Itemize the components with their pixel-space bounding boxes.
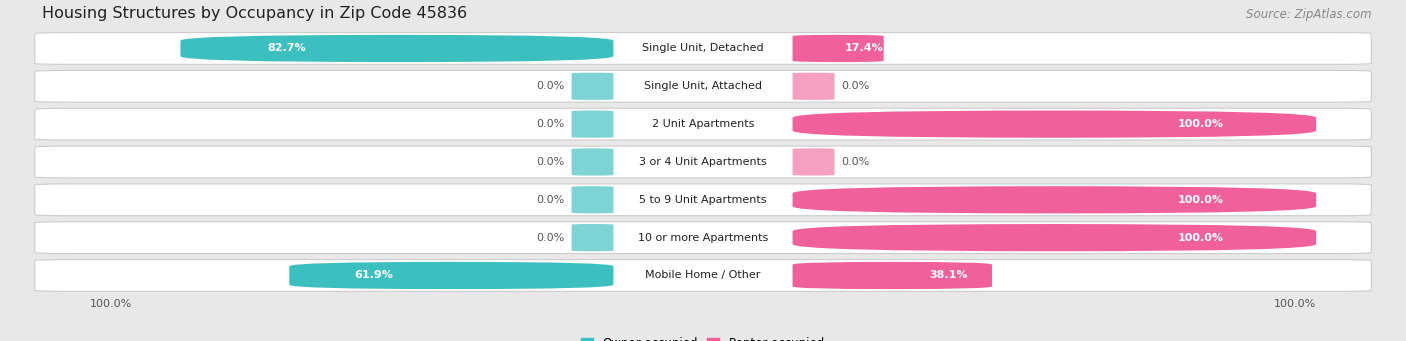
- FancyBboxPatch shape: [572, 186, 613, 213]
- FancyBboxPatch shape: [35, 184, 1371, 216]
- Text: 0.0%: 0.0%: [537, 195, 565, 205]
- Text: 100.0%: 100.0%: [1178, 233, 1225, 243]
- Text: Single Unit, Detached: Single Unit, Detached: [643, 43, 763, 54]
- FancyBboxPatch shape: [290, 262, 613, 289]
- FancyBboxPatch shape: [572, 148, 613, 176]
- Text: 5 to 9 Unit Apartments: 5 to 9 Unit Apartments: [640, 195, 766, 205]
- FancyBboxPatch shape: [35, 108, 1371, 140]
- FancyBboxPatch shape: [35, 70, 1371, 102]
- FancyBboxPatch shape: [793, 73, 834, 100]
- Text: 100.0%: 100.0%: [1178, 195, 1225, 205]
- FancyBboxPatch shape: [35, 260, 1371, 291]
- FancyBboxPatch shape: [35, 222, 1371, 254]
- Text: 0.0%: 0.0%: [537, 81, 565, 91]
- Legend: Owner-occupied, Renter-occupied: Owner-occupied, Renter-occupied: [576, 332, 830, 341]
- Text: 38.1%: 38.1%: [929, 270, 967, 281]
- Text: 82.7%: 82.7%: [267, 43, 305, 54]
- FancyBboxPatch shape: [572, 73, 613, 100]
- Text: 0.0%: 0.0%: [537, 233, 565, 243]
- Text: 61.9%: 61.9%: [354, 270, 394, 281]
- FancyBboxPatch shape: [793, 35, 883, 62]
- FancyBboxPatch shape: [793, 262, 993, 289]
- FancyBboxPatch shape: [793, 110, 1316, 138]
- FancyBboxPatch shape: [572, 224, 613, 251]
- Text: 100.0%: 100.0%: [1274, 299, 1316, 309]
- FancyBboxPatch shape: [180, 35, 613, 62]
- Text: Source: ZipAtlas.com: Source: ZipAtlas.com: [1246, 8, 1371, 21]
- Text: 0.0%: 0.0%: [537, 157, 565, 167]
- Text: 0.0%: 0.0%: [841, 157, 869, 167]
- Text: Housing Structures by Occupancy in Zip Code 45836: Housing Structures by Occupancy in Zip C…: [42, 6, 467, 21]
- Text: 0.0%: 0.0%: [841, 81, 869, 91]
- Text: Mobile Home / Other: Mobile Home / Other: [645, 270, 761, 281]
- Text: 10 or more Apartments: 10 or more Apartments: [638, 233, 768, 243]
- FancyBboxPatch shape: [793, 224, 1316, 251]
- Text: 3 or 4 Unit Apartments: 3 or 4 Unit Apartments: [640, 157, 766, 167]
- Text: 0.0%: 0.0%: [537, 119, 565, 129]
- FancyBboxPatch shape: [35, 33, 1371, 64]
- FancyBboxPatch shape: [572, 110, 613, 138]
- FancyBboxPatch shape: [35, 146, 1371, 178]
- Text: Single Unit, Attached: Single Unit, Attached: [644, 81, 762, 91]
- FancyBboxPatch shape: [793, 186, 1316, 213]
- Text: 17.4%: 17.4%: [844, 43, 883, 54]
- Text: 100.0%: 100.0%: [90, 299, 132, 309]
- Text: 100.0%: 100.0%: [1178, 119, 1225, 129]
- FancyBboxPatch shape: [793, 148, 834, 176]
- Text: 2 Unit Apartments: 2 Unit Apartments: [652, 119, 754, 129]
